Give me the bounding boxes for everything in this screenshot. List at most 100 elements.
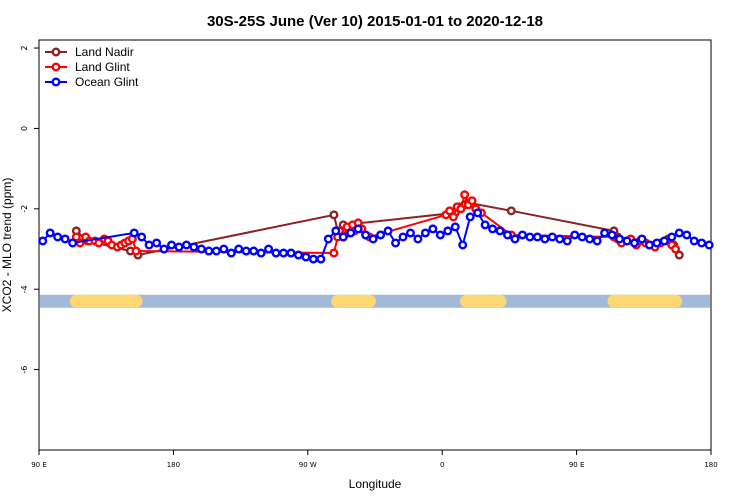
ocean-glint-point	[689, 236, 699, 246]
ocean-glint-point	[704, 240, 714, 250]
ocean-glint-point	[532, 232, 542, 242]
ocean-glint-point	[555, 234, 565, 244]
legend-item-land-glint: Land Glint	[45, 60, 130, 74]
ocean-glint-point	[659, 236, 669, 246]
ocean-glint-point	[346, 228, 356, 238]
y-tick-label: -2	[20, 205, 29, 213]
ocean-glint-point	[60, 234, 70, 244]
ocean-glint-point	[181, 240, 191, 250]
ocean-glint-point	[637, 234, 647, 244]
land-glint-point	[456, 204, 466, 214]
ocean-glint-point	[674, 228, 684, 238]
ocean-glint-point	[652, 238, 662, 248]
y-axis: 2 0 -2 -4 -6	[20, 45, 39, 374]
ocean-glint-point	[167, 240, 177, 250]
ocean-glint-point	[577, 232, 587, 242]
ocean-glint-point	[458, 240, 468, 250]
x-axis-label: Longitude	[349, 477, 402, 491]
ocean-glint-point	[435, 230, 445, 240]
legend-label: Ocean Glint	[75, 75, 139, 89]
ocean-glint-point	[547, 232, 557, 242]
legend-swatch-marker	[51, 47, 61, 57]
ocean-glint-point	[607, 230, 617, 240]
x-tick-label: 180	[704, 461, 717, 469]
ocean-glint-point	[510, 234, 520, 244]
ocean-glint-point	[129, 228, 139, 238]
ocean-glint-point	[682, 230, 692, 240]
ocean-glint-point	[517, 230, 527, 240]
ocean-glint-point	[211, 246, 221, 256]
ocean-glint-point	[495, 226, 505, 236]
y-tick-label: -6	[20, 366, 29, 374]
land-glint-point	[131, 246, 141, 256]
ocean-glint-point	[293, 250, 303, 260]
ocean-glint-point	[376, 230, 386, 240]
series-layer	[38, 190, 714, 264]
land-glint-line	[75, 191, 677, 255]
ocean-glint-point	[323, 234, 333, 244]
ocean-glint-point	[264, 244, 274, 254]
ocean-glint-point	[540, 234, 550, 244]
ocean-glint-point	[308, 254, 318, 264]
ocean-glint-point	[137, 232, 147, 242]
x-tick-label: 90 E	[31, 461, 47, 469]
ocean-glint-point	[405, 228, 415, 238]
ocean-glint-point	[271, 248, 281, 258]
legend-label: Land Glint	[75, 60, 130, 74]
ocean-glint-point	[592, 236, 602, 246]
legend-item-ocean-glint: Ocean Glint	[45, 75, 139, 89]
ocean-glint-point	[241, 246, 251, 256]
x-tick-label: 90 W	[299, 461, 317, 469]
land-glint-point	[71, 232, 81, 242]
land-glint-point	[460, 190, 470, 200]
x-tick-label: 180	[167, 461, 180, 469]
ocean-glint-point	[488, 224, 498, 234]
ocean-glint-point	[159, 244, 169, 254]
ocean-glint-point	[316, 254, 326, 264]
ocean-glint-point	[68, 238, 78, 248]
ocean-glint-point	[398, 232, 408, 242]
ocean-glint-point	[570, 230, 580, 240]
ocean-glint-point	[219, 244, 229, 254]
land-glint-point	[671, 244, 681, 254]
ocean-glint-point	[383, 226, 393, 236]
ocean-glint-point	[331, 226, 341, 236]
land-glint-point	[329, 248, 339, 258]
ocean-glint-point	[152, 238, 162, 248]
ocean-glint-point	[473, 208, 483, 218]
ocean-glint-point	[234, 244, 244, 254]
ocean-glint-point	[368, 234, 378, 244]
ocean-glint-point	[53, 232, 63, 242]
ocean-glint-point	[338, 232, 348, 242]
ocean-glint-point	[286, 248, 296, 258]
ocean-glint-point	[204, 246, 214, 256]
ocean-glint-point	[353, 224, 363, 234]
y-tick-label: 0	[20, 126, 29, 131]
ocean-glint-point	[301, 252, 311, 262]
ocean-glint-point	[361, 230, 371, 240]
ocean-glint-point	[697, 238, 707, 248]
x-axis: 90 E 180 90 W 0 90 E 180	[31, 450, 718, 469]
ocean-glint-point	[480, 220, 490, 230]
ocean-glint-point	[503, 230, 513, 240]
ocean-glint-point	[189, 242, 199, 252]
ocean-glint-point	[600, 228, 610, 238]
ocean-glint-point	[38, 236, 48, 246]
ocean-glint-point	[279, 248, 289, 258]
land-nadir-point	[674, 250, 684, 260]
legend-item-land-nadir: Land Nadir	[45, 45, 134, 59]
ocean-glint-point	[667, 232, 677, 242]
ocean-glint-point	[174, 242, 184, 252]
ocean-glint-point	[428, 224, 438, 234]
land-glint-point	[445, 206, 455, 216]
land-nadir-point	[506, 206, 516, 216]
ocean-glint-point	[226, 248, 236, 258]
ocean-glint-point	[525, 232, 535, 242]
legend-label: Land Nadir	[75, 45, 134, 59]
y-tick-label: -4	[20, 285, 29, 293]
legend-swatch-marker	[51, 77, 61, 87]
ocean-glint-point	[249, 246, 259, 256]
ocean-glint-point	[443, 226, 453, 236]
